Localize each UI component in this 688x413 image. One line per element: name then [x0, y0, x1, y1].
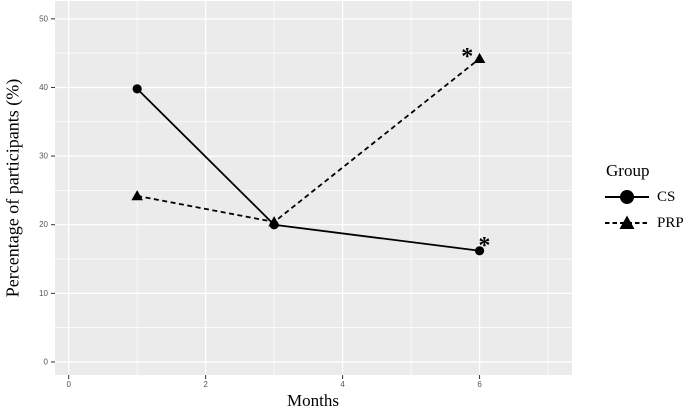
significance-asterisk: * — [478, 233, 490, 259]
annotations: ** — [461, 44, 490, 259]
legend-item-prp: PRP — [604, 210, 684, 236]
x-axis-title: Months — [287, 391, 339, 410]
data-point-circle — [474, 246, 485, 256]
legend: Group CS PRP — [604, 161, 684, 236]
legend-title: Group — [606, 161, 650, 180]
series-PRP — [131, 52, 486, 227]
x-tick-label: 0 — [66, 380, 71, 389]
x-tick-label: 4 — [340, 380, 345, 389]
y-axis-title: Percentage of participants (%) — [2, 78, 23, 298]
y-tick-label: 40 — [39, 83, 48, 92]
x-tick-label: 6 — [477, 380, 482, 389]
legend-item-cs: CS — [604, 184, 684, 210]
legend-label: CS — [657, 188, 676, 205]
data-point-triangle — [131, 190, 143, 201]
y-tick-label: 20 — [39, 220, 48, 229]
y-tick-label: 10 — [39, 289, 48, 298]
y-tick-label: 0 — [44, 357, 49, 366]
axis-ticks: 0 2 4 6 0 10 20 30 40 50 — [39, 14, 482, 389]
legend-items: CS PRP — [604, 184, 684, 236]
plot-background — [55, 1, 572, 375]
data-point-triangle — [268, 216, 280, 227]
y-tick-label: 30 — [39, 152, 48, 161]
significance-asterisk: * — [461, 44, 473, 70]
legend-label: PRP — [657, 214, 684, 231]
data-point-triangle — [473, 52, 486, 64]
cs-key-icon — [605, 190, 649, 204]
major-gridlines — [55, 1, 572, 375]
x-tick-label: 2 — [203, 380, 208, 389]
minor-gridlines — [55, 1, 572, 375]
prp-key-icon — [605, 215, 649, 229]
data-point-circle — [132, 84, 142, 94]
y-tick-label: 50 — [39, 14, 48, 23]
